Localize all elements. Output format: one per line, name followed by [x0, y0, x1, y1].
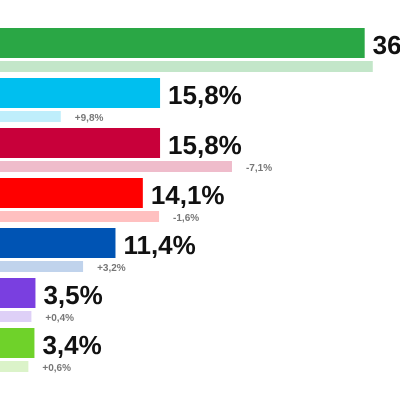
change-label-6: +0,4%: [45, 313, 74, 324]
bar-row-6: 3,5% +0,4%: [0, 278, 103, 324]
previous-bar-2: [0, 111, 61, 122]
bar-7: [0, 328, 35, 358]
value-label-6: 3,5%: [43, 280, 102, 310]
bar-row-2: 15,8% +9,8%: [0, 78, 242, 124]
value-label-7: 3,4%: [42, 330, 101, 360]
change-label-3: -7,1%: [246, 163, 272, 174]
bar-row-7: 3,4% +0,6%: [0, 328, 102, 374]
previous-bar-6: [0, 311, 32, 322]
change-label-2: +9,8%: [75, 113, 104, 124]
value-label-2: 15,8%: [168, 80, 242, 110]
value-label-5: 11,4%: [123, 230, 195, 260]
change-label-7: +0,6%: [42, 363, 71, 374]
change-label-5: +3,2%: [97, 263, 126, 274]
bar-6: [0, 278, 36, 308]
bar-row-5: 11,4% +3,2%: [0, 228, 196, 274]
previous-bar-4: [0, 211, 160, 222]
bar-4: [0, 178, 143, 208]
previous-bar-7: [0, 361, 29, 372]
bar-5: [0, 228, 116, 258]
bar-3: [0, 128, 161, 158]
previous-bar-1: [0, 61, 373, 72]
bar-row-1: 36: [0, 28, 400, 72]
bar-1: [0, 28, 365, 58]
change-label-4: -1,6%: [173, 213, 199, 224]
bar-2: [0, 78, 161, 108]
value-label-3: 15,8%: [168, 130, 242, 160]
value-label-4: 14,1%: [151, 180, 225, 210]
previous-bar-3: [0, 161, 232, 172]
value-label-1: 36: [373, 30, 400, 60]
bar-row-4: 14,1% -1,6%: [0, 178, 225, 224]
bar-row-3: 15,8% -7,1%: [0, 128, 272, 174]
previous-bar-5: [0, 261, 84, 272]
